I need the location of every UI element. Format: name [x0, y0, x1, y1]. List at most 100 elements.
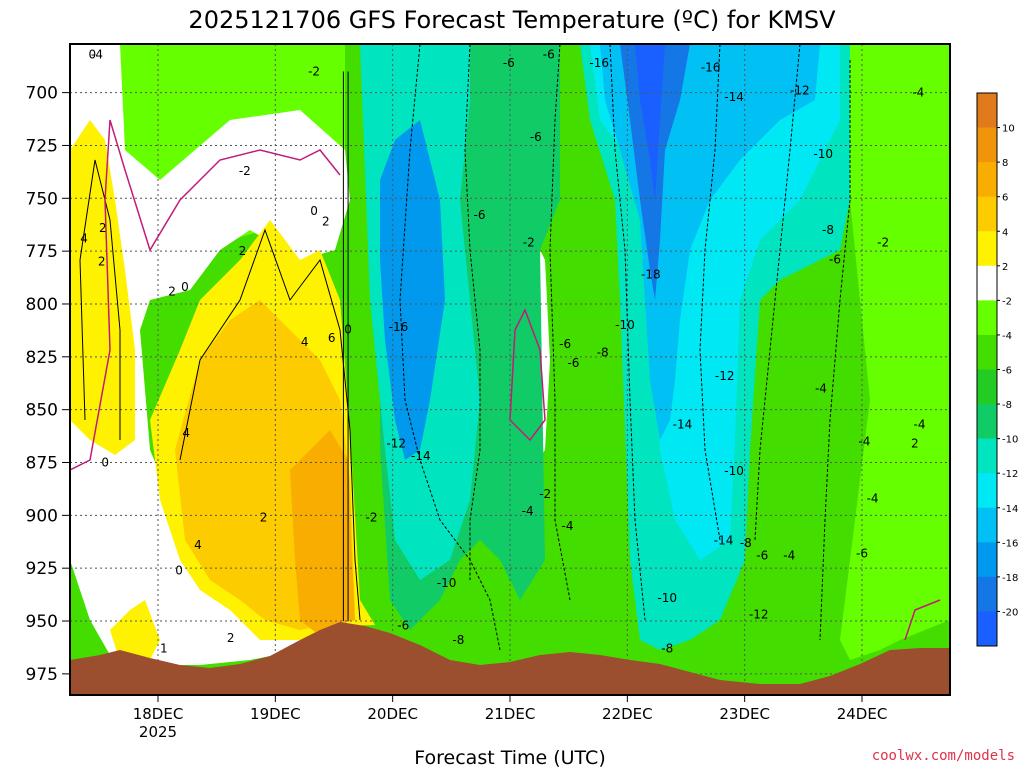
colorbar-tick-label: -8 — [1002, 400, 1012, 411]
colorbar-tick-label: 10 — [1002, 124, 1015, 135]
contour-label: -8 — [661, 642, 673, 656]
vertical-lines — [342, 71, 349, 622]
contour-label: -14 — [724, 90, 744, 104]
x-tick-label: 21DEC — [485, 705, 536, 723]
x-tick-sublabel: 2025 — [139, 723, 177, 741]
contour-label: 4 — [301, 335, 309, 349]
colorbar-tick-label: -20 — [1002, 607, 1018, 618]
colorbar: 10 8 6 4 2 -2 -4 -6 -8 -10 -12 -14 -16 -18 -20 — [976, 92, 1018, 647]
contour-label: -8 — [822, 223, 834, 237]
contour-label: -10 — [615, 318, 635, 332]
contour-label: -2 — [366, 510, 378, 524]
colorbar-swatch — [977, 231, 997, 267]
band-light-green-east — [840, 44, 950, 660]
colorbar-tick-label: -14 — [1002, 504, 1018, 515]
contour-line — [79, 159, 121, 440]
colorbar-swatch — [977, 369, 997, 405]
contour-label: 0 — [88, 48, 96, 62]
contour-label: -12 — [749, 608, 769, 622]
contour-label: 0 — [181, 280, 189, 294]
contour-label: -6 — [530, 130, 542, 144]
contour-label: -2 — [239, 164, 251, 178]
contour-label: 2 — [99, 221, 107, 235]
x-tick-label: 20DEC — [367, 705, 418, 723]
contour-label: 0 — [175, 563, 183, 577]
contour-label: -4 — [858, 434, 870, 448]
freezing-contour — [904, 599, 941, 641]
contour-line — [754, 44, 801, 541]
contour-label: -4 — [91, 48, 103, 62]
contour-label: 2 — [227, 631, 235, 645]
contour-label: -14 — [411, 449, 431, 463]
colorbar-swatch — [977, 576, 997, 612]
contour-label: -4 — [867, 491, 879, 505]
contour-label: 2 — [322, 215, 330, 229]
colorbar-swatch — [977, 196, 997, 232]
contour-label: 0 — [310, 204, 318, 218]
contour-label: -10 — [657, 591, 677, 605]
y-tick-label: 700 — [26, 84, 58, 104]
contour-label: -12 — [790, 84, 810, 98]
y-tick-label: 800 — [26, 295, 58, 315]
contour-label: 0 — [344, 322, 352, 336]
y-tick-label: 750 — [26, 189, 58, 209]
band-yellow-south — [110, 600, 160, 662]
chart-title: 2025121706 GFS Forecast Temperature (ºC)… — [188, 6, 836, 34]
colorbar-swatch — [977, 162, 997, 198]
contour-label: 1 — [160, 642, 168, 656]
colorbar-swatch — [977, 507, 997, 543]
colorbar-swatch — [977, 611, 997, 647]
colorbar-tick-label: -12 — [1002, 469, 1018, 480]
contour-lines — [399, 44, 851, 651]
contour-label: 4 — [194, 538, 202, 552]
contour-label: -6 — [829, 253, 841, 267]
colorbar-swatch — [977, 438, 997, 474]
colorbar-tick-label: -18 — [1002, 573, 1018, 584]
freezing-contour — [509, 308, 546, 442]
contour-label: -18 — [641, 267, 661, 281]
x-tick-label: 23DEC — [719, 705, 770, 723]
band-deep-blue-core — [635, 44, 665, 200]
contour-line — [819, 60, 851, 641]
contour-label: -4 — [815, 382, 827, 396]
contour-label: -8 — [452, 633, 464, 647]
band-orange-center — [290, 430, 355, 632]
y-tick-label: 950 — [26, 612, 58, 632]
freezing-line — [70, 119, 941, 641]
contour-label: -4 — [562, 519, 574, 533]
contour-line — [399, 44, 501, 651]
contour-label: 4 — [182, 426, 190, 440]
contour-label: -4 — [914, 417, 926, 431]
y-tick-label: 875 — [26, 454, 58, 474]
y-tick-label: 975 — [26, 665, 58, 685]
freezing-contour — [70, 119, 341, 471]
contour-label: 2 — [911, 436, 919, 450]
contour-label: -4 — [522, 504, 534, 518]
contour-label: -6 — [559, 337, 571, 351]
colorbar-tick-label: 2 — [1002, 262, 1008, 273]
contour-label: -6 — [397, 618, 409, 632]
contour-label: -6 — [856, 546, 868, 560]
contour-label: -10 — [437, 576, 457, 590]
y-tick-label: 725 — [26, 136, 58, 156]
contour-label: -6 — [503, 56, 515, 70]
contour-label: -12 — [386, 436, 406, 450]
contour-label: 6 — [328, 331, 336, 345]
contour-lines-warm — [79, 159, 361, 621]
contour-line — [179, 228, 361, 621]
band-blue-mid — [380, 120, 445, 460]
contour-label: -8 — [740, 536, 752, 550]
y-tick-label: 825 — [26, 348, 58, 368]
colorbar-tick-label: 8 — [1002, 158, 1008, 169]
watermark: coolwx.com/models — [872, 748, 1015, 764]
contour-label: 2 — [168, 284, 176, 298]
contour-label: -4 — [912, 86, 924, 100]
colorbar-tick-label: 4 — [1002, 227, 1008, 238]
band-yellow-west — [70, 120, 135, 455]
contour-label: -6 — [756, 549, 768, 563]
x-axis-label: Forecast Time (UTC) — [414, 747, 605, 768]
contour-label: -6 — [567, 356, 579, 370]
